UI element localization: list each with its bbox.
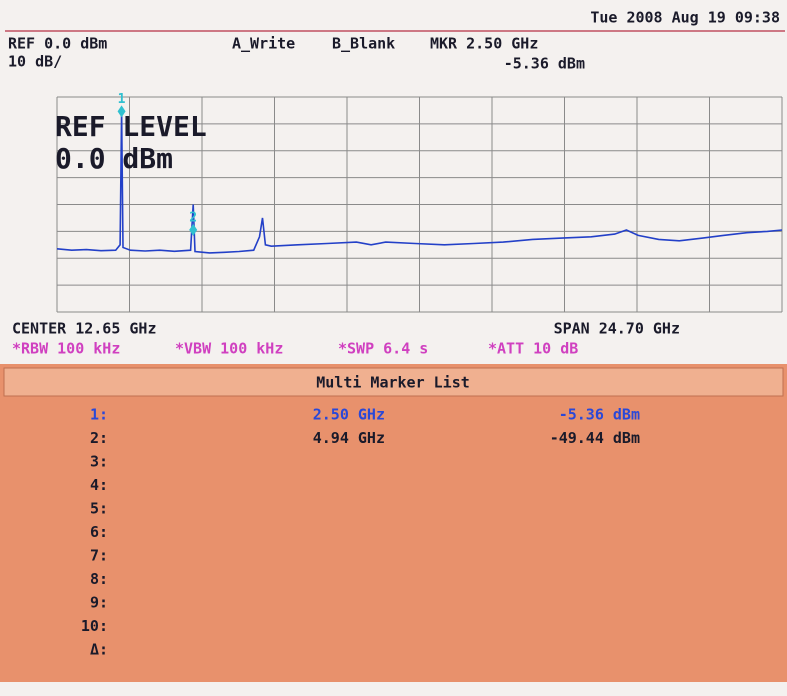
trace — [56, 111, 783, 254]
marker-index: 1: — [90, 406, 108, 424]
vbw: *VBW 100 kHz — [175, 340, 283, 358]
marker-level: -49.44 dBm — [550, 429, 640, 447]
trace-a: A_Write — [232, 35, 295, 53]
marker-index: 4: — [90, 476, 108, 494]
marker-frequency: 2.50 GHz — [313, 406, 385, 424]
marker-freq: MKR 2.50 GHz — [430, 35, 538, 53]
marker-rows: 1: 2.50 GHz -5.36 dBm 2: 4.94 GHz -49.44 dBm 3… — [81, 406, 640, 659]
marker-index: 8: — [90, 570, 108, 588]
marker-diamond — [117, 105, 126, 118]
marker-index: 10: — [81, 617, 108, 635]
marker-label: 2 — [189, 210, 197, 225]
ref-level-title: REF LEVEL — [55, 110, 207, 143]
marker-index: 3: — [90, 453, 108, 471]
center: CENTER 12.65 GHz — [12, 320, 157, 338]
marker-index: 6: — [90, 523, 108, 541]
trace-b: B_Blank — [332, 35, 395, 53]
marker-index: 9: — [90, 594, 108, 612]
marker-index: 7: — [90, 547, 108, 565]
scale: 10 dB/ — [8, 53, 62, 71]
marker-diamond — [189, 223, 198, 236]
datetime: Tue 2008 Aug 19 09:38 — [590, 9, 780, 27]
plot: 12 — [56, 92, 783, 313]
marker-panel — [0, 364, 787, 682]
marker-index: 5: — [90, 500, 108, 518]
marker-level: -5.36 dBm — [559, 406, 640, 424]
marker-panel-title-bar — [3, 367, 784, 397]
swp: *SWP 6.4 s — [338, 340, 428, 358]
settings: *RBW 100 kHz *VBW 100 kHz *SWP 6.4 s *AT… — [12, 340, 578, 358]
att: *ATT 10 dB — [488, 340, 578, 358]
marker-index: 2: — [90, 429, 108, 447]
marker-level: -5.36 dBm — [504, 55, 585, 73]
span: SPAN 24.70 GHz — [554, 320, 680, 338]
ref: REF 0.0 dBm — [8, 35, 107, 53]
marker-label: 1 — [118, 92, 126, 107]
rbw: *RBW 100 kHz — [12, 340, 120, 358]
marker-index: Δ: — [90, 641, 108, 659]
marker-frequency: 4.94 GHz — [313, 429, 385, 447]
marker-panel-title: Multi Marker List — [316, 374, 470, 392]
ref-level-value: 0.0 dBm — [55, 142, 173, 175]
